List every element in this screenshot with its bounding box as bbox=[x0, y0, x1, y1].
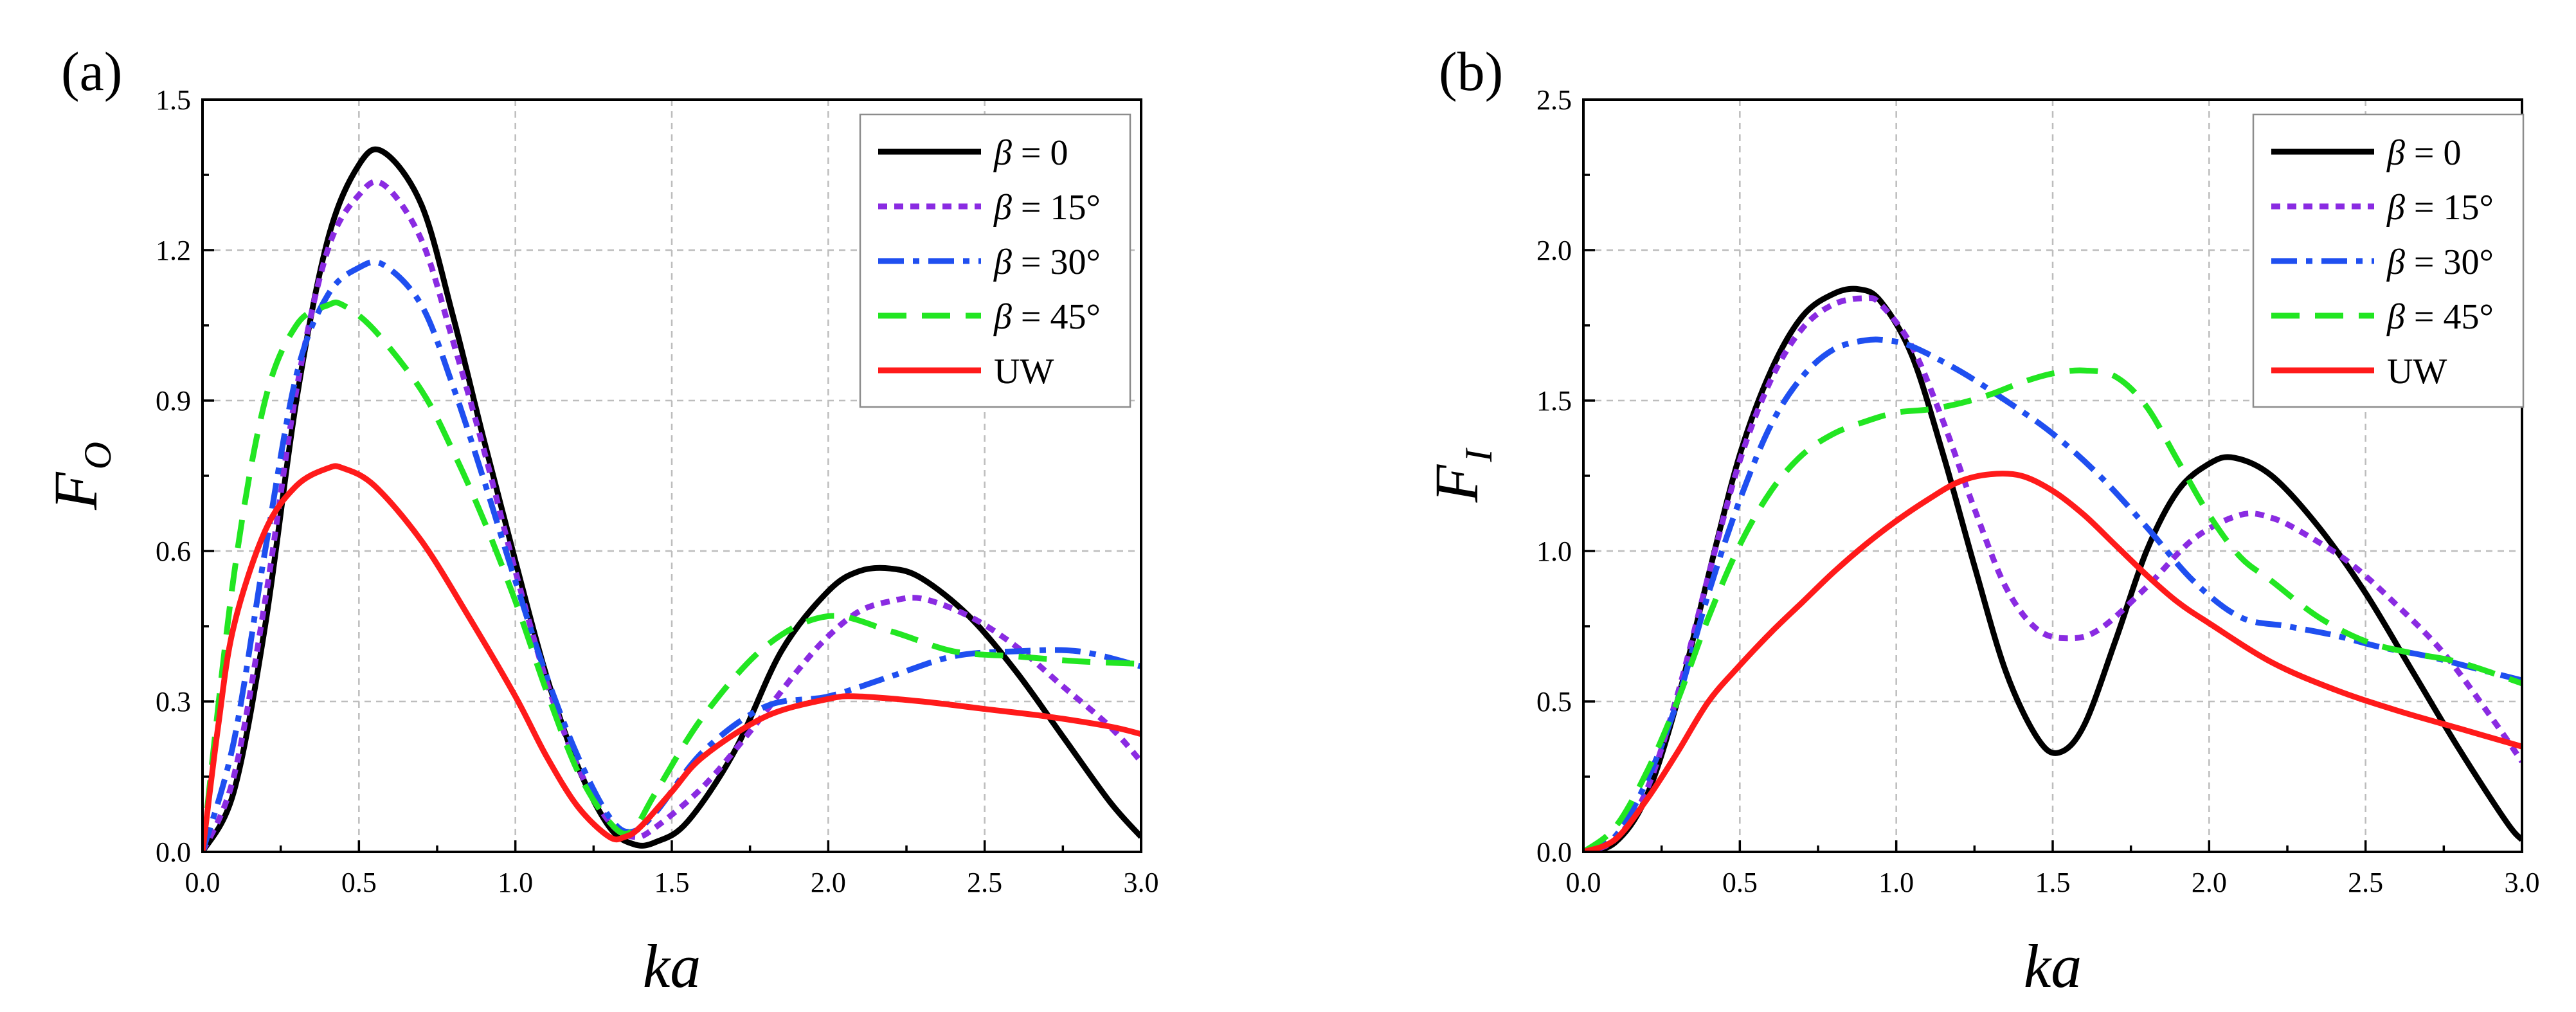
legend-entry-symbol: β bbox=[2386, 297, 2405, 337]
legend-entry-value: = 15° bbox=[1012, 188, 1101, 228]
y-tick-label: 1.5 bbox=[156, 84, 191, 116]
x-axis-title: ka bbox=[643, 932, 701, 1000]
series-line-beta-2 bbox=[1583, 336, 2522, 852]
panel-label: (b) bbox=[1439, 41, 1503, 102]
x-tick-label: 0.5 bbox=[341, 867, 377, 898]
chart-panel-a: (a) 0.0 0.5 1.0 1.5 2.0 2.5 3.0 0.0 0.3 0.6 0.9 1.2 1… bbox=[41, 41, 1159, 1000]
legend-box bbox=[859, 113, 1131, 408]
chart-panel-b: (b) 0.0 0.5 1.0 1.5 2.0 2.5 3.0 0.0 0.5 1.0 1.5 2.0 2… bbox=[1422, 41, 2540, 1000]
y-tick-label: 0.9 bbox=[156, 385, 191, 417]
y-axis-title-main: F bbox=[41, 471, 110, 511]
legend-entry-value: UW bbox=[2387, 352, 2447, 392]
legend-entry-label: β = 15° bbox=[993, 188, 1101, 228]
y-tick-label: 1.5 bbox=[1536, 385, 1572, 417]
legend-entry-symbol: β bbox=[993, 188, 1012, 228]
legend-entry-value: = 0 bbox=[2405, 133, 2462, 173]
x-tick-label: 1.5 bbox=[654, 867, 690, 898]
legend-entry-label: β = 15° bbox=[2386, 188, 2494, 228]
legend-entry-symbol: β bbox=[993, 133, 1012, 173]
legend: β = 0β = 15°β = 30°β = 45°UW bbox=[2252, 113, 2525, 408]
y-axis-title-subscript: O bbox=[77, 442, 119, 469]
y-axis-title: FI bbox=[1422, 447, 1500, 503]
y-tick-label: 2.5 bbox=[1536, 84, 1572, 116]
series-line-beta-3 bbox=[1583, 367, 2522, 852]
y-axis-title-main: F bbox=[1422, 464, 1491, 503]
y-tick-label: 0.0 bbox=[1536, 836, 1572, 868]
series-line-beta-0 bbox=[1583, 285, 2522, 852]
legend-entry-label: UW bbox=[994, 352, 1054, 392]
legend-entry-symbol: β bbox=[2386, 188, 2405, 228]
legend-entry-label: β = 30° bbox=[993, 242, 1101, 282]
y-tick-label: 2.0 bbox=[1536, 235, 1572, 266]
legend-entry-value: = 0 bbox=[1012, 133, 1068, 173]
x-tick-label: 0.5 bbox=[1722, 867, 1758, 898]
x-tick-label: 0.0 bbox=[1566, 867, 1601, 898]
legend-entry-label: β = 45° bbox=[993, 297, 1101, 337]
legend-entry-value: = 30° bbox=[2405, 242, 2494, 282]
x-tick-label: 1.5 bbox=[2035, 867, 2071, 898]
legend-entry-label: β = 0 bbox=[2386, 133, 2461, 173]
legend-entry-symbol: β bbox=[2386, 133, 2405, 173]
legend-entry-symbol: β bbox=[2386, 242, 2405, 282]
y-axis-title-subscript: I bbox=[1457, 447, 1500, 463]
x-tick-label: 3.0 bbox=[2505, 867, 2540, 898]
series-line-beta-3 bbox=[203, 299, 1141, 852]
x-tick-label: 2.5 bbox=[2348, 867, 2383, 898]
legend-entry-value: = 45° bbox=[1012, 297, 1101, 337]
x-axis-title: ka bbox=[2024, 932, 2082, 1000]
legend-entry-value: UW bbox=[994, 352, 1054, 392]
x-tick-label: 2.0 bbox=[811, 867, 846, 898]
y-tick-label: 0.3 bbox=[156, 686, 191, 718]
legend-entry-label: β = 0 bbox=[993, 133, 1068, 173]
legend-entry-label: β = 45° bbox=[2386, 297, 2494, 337]
legend-entry-label: β = 30° bbox=[2386, 242, 2494, 282]
legend: β = 0β = 15°β = 30°β = 45°UW bbox=[859, 113, 1131, 408]
x-tick-label: 0.0 bbox=[185, 867, 221, 898]
x-tick-label: 2.5 bbox=[967, 867, 1002, 898]
legend-box bbox=[2252, 113, 2525, 408]
legend-entry-value: = 45° bbox=[2405, 297, 2494, 337]
plot-area bbox=[203, 146, 1141, 852]
legend-entry-value: = 30° bbox=[1012, 242, 1101, 282]
y-tick-label: 0.6 bbox=[156, 536, 191, 567]
plot-area bbox=[1583, 285, 2522, 852]
legend-entry-symbol: β bbox=[993, 297, 1012, 337]
legend-entry-symbol: β bbox=[993, 242, 1012, 282]
legend-entry-value: = 15° bbox=[2405, 188, 2494, 228]
y-axis-title: FO bbox=[41, 442, 119, 511]
series-line-beta-2 bbox=[203, 258, 1141, 852]
x-tick-label: 2.0 bbox=[2192, 867, 2227, 898]
y-tick-label: 0.5 bbox=[1536, 686, 1572, 718]
x-tick-label: 1.0 bbox=[1878, 867, 1914, 898]
x-tick-label: 3.0 bbox=[1124, 867, 1159, 898]
series-line-beta-1 bbox=[1583, 295, 2522, 852]
series-line-uw bbox=[203, 463, 1141, 852]
y-tick-label: 0.0 bbox=[156, 836, 191, 868]
x-tick-label: 1.0 bbox=[498, 867, 533, 898]
y-tick-label: 1.0 bbox=[1536, 536, 1572, 567]
legend-entry-label: UW bbox=[2387, 352, 2447, 392]
y-tick-label: 1.2 bbox=[156, 235, 191, 266]
panel-label: (a) bbox=[61, 41, 122, 102]
series-line-uw bbox=[1583, 471, 2522, 852]
